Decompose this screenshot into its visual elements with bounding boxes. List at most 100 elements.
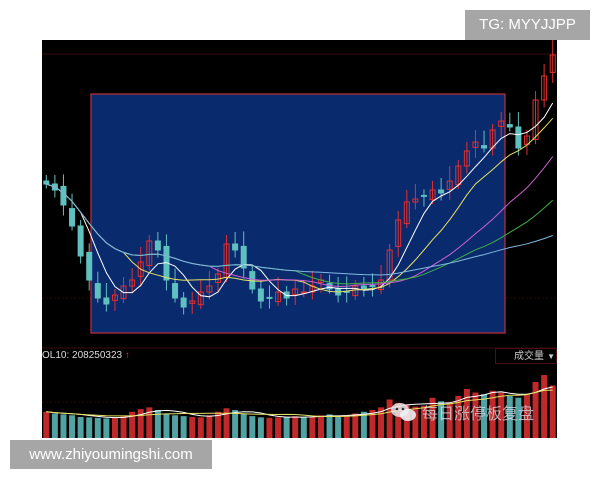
volume-bar: [403, 404, 410, 438]
ma60-line: [46, 183, 553, 276]
volume-bar: [111, 417, 118, 438]
volume-bar: [266, 417, 273, 438]
candle-body: [360, 285, 367, 290]
candle-body: [472, 141, 479, 148]
volume-bar: [257, 417, 264, 438]
highlight-box: [90, 93, 506, 334]
volume-bar: [86, 417, 93, 438]
candle-body: [292, 288, 299, 295]
volume-bar: [378, 407, 385, 438]
stock-chart: [42, 40, 557, 438]
volume-bar: [94, 417, 101, 438]
candle-body: [369, 284, 376, 287]
candle-body: [86, 251, 93, 281]
candle-body: [69, 208, 76, 227]
volume-bar: [146, 407, 153, 438]
candle-body: [395, 219, 402, 247]
volume-bar: [386, 399, 393, 438]
candle-body: [532, 99, 539, 141]
volume-bar: [120, 416, 127, 438]
candle-body: [515, 126, 522, 149]
candle-body: [43, 180, 50, 185]
volume-bar: [309, 416, 316, 438]
indicator-selector-label: 成交量: [514, 351, 544, 362]
volume-bar: [455, 396, 462, 438]
tg-tag: TG: MYYJJPP: [465, 10, 590, 40]
watermark: 每日涨停板复盘: [390, 400, 534, 424]
volume-bar: [206, 415, 213, 438]
volume-bar: [249, 416, 256, 438]
candle-body: [352, 285, 359, 297]
candle-body: [232, 243, 239, 251]
candle-body: [77, 225, 84, 257]
candle-body: [172, 283, 179, 299]
volume-bar: [463, 389, 470, 438]
candle-body: [386, 249, 393, 281]
candle-body: [541, 75, 548, 101]
volume-bar: [481, 394, 488, 438]
volume-bar: [549, 385, 556, 438]
volume-bar: [541, 375, 548, 438]
candle-body: [257, 288, 264, 302]
candle-body: [446, 180, 453, 190]
volume-bar: [137, 409, 144, 438]
indicator-selector[interactable]: 成交量 ▼: [495, 348, 557, 364]
candle-body: [206, 285, 213, 293]
volume-bar: [180, 416, 187, 438]
volume-bar: [197, 417, 204, 438]
volume-bar: [438, 401, 445, 438]
chevron-down-icon: ▼: [547, 352, 555, 361]
volume-bar: [77, 417, 84, 438]
volume-bar: [489, 390, 496, 438]
up-arrow-icon: ↑: [124, 350, 130, 361]
volume-bar: [498, 392, 505, 438]
ma10-line: [46, 117, 554, 293]
volume-bar: [429, 397, 436, 438]
volume-bar: [532, 382, 539, 438]
volume-bar: [360, 411, 367, 438]
volume-bar: [300, 417, 307, 438]
volume-bar: [51, 413, 58, 438]
candle-body: [240, 245, 247, 269]
candle-body: [103, 297, 110, 305]
volume-bar: [60, 414, 67, 438]
candle-body: [506, 124, 513, 128]
volume-bar: [446, 403, 453, 438]
candle-body: [197, 291, 204, 306]
candle-body: [412, 198, 419, 203]
volume-bar: [43, 411, 50, 438]
wechat-icon: [391, 403, 416, 421]
candle-body: [481, 145, 488, 149]
candle-body: [498, 120, 505, 127]
candle-body: [129, 279, 136, 287]
volume-bar: [163, 413, 170, 438]
candle-body: [189, 300, 196, 304]
volume-bar: [472, 392, 479, 438]
volume-bar: [352, 413, 359, 438]
volume-bar: [395, 403, 402, 438]
watermark-text: 每日涨停板复盘: [422, 406, 535, 423]
volume-bar: [412, 406, 419, 438]
volume-bar: [189, 417, 196, 438]
volume-bar: [317, 415, 324, 438]
site-url: www.zhiyoumingshi.com: [10, 440, 212, 469]
volume-bar: [129, 411, 136, 438]
vol-ma10-line: [46, 389, 553, 417]
volume-bar: [103, 418, 110, 438]
volume-bar: [69, 415, 76, 438]
volume-bar: [223, 408, 230, 438]
candle-body: [275, 291, 282, 303]
volume-bar: [369, 410, 376, 438]
ma5-line: [46, 102, 554, 298]
volume-indicator-label: OL10: 208250323 ↑: [42, 350, 130, 361]
chart-svg: [42, 40, 557, 438]
volume-bar: [240, 413, 247, 438]
candle-body: [60, 185, 67, 206]
candle-body: [266, 296, 273, 299]
candle-body: [420, 194, 427, 197]
candle-body: [154, 240, 161, 251]
candle-body: [111, 294, 118, 301]
volume-bar: [523, 394, 530, 438]
volume-bar: [275, 417, 282, 438]
volume-bar: [283, 417, 290, 438]
